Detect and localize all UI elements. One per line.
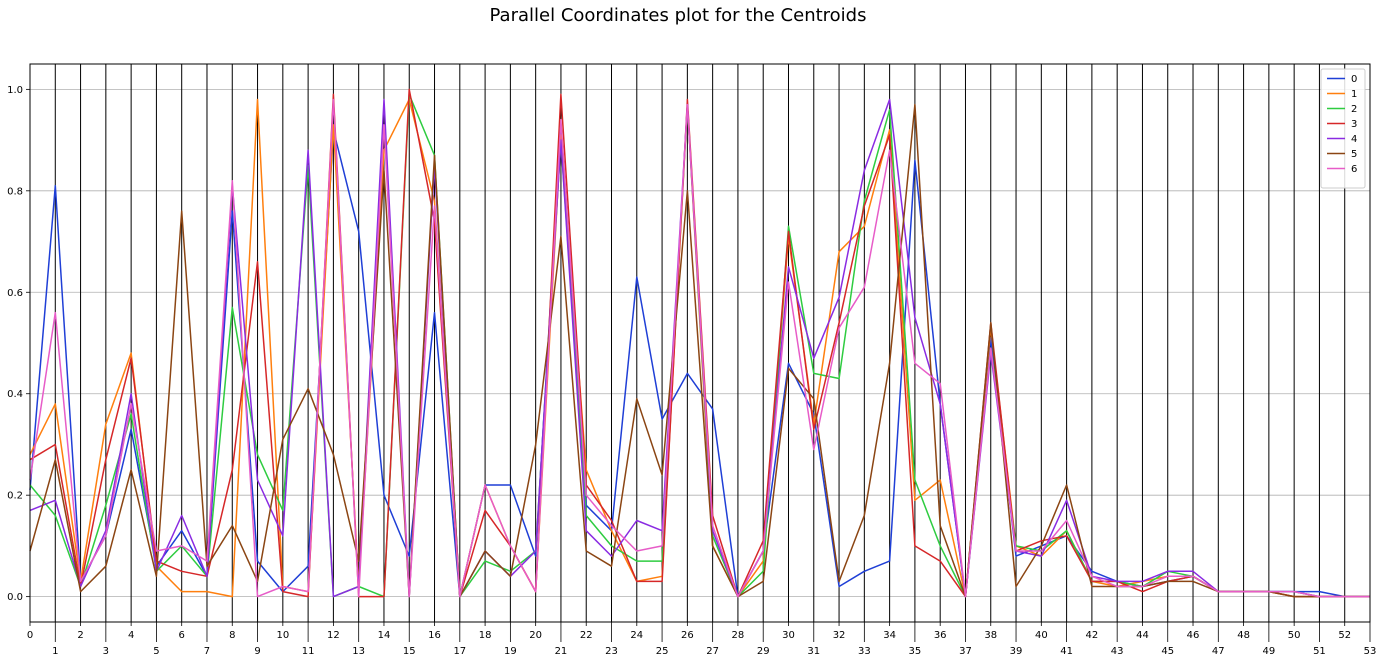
x-tick-label: 47 [1212,646,1225,657]
x-tick-label: 24 [630,630,643,641]
plot-frame [29,63,1371,623]
x-tick-label: 29 [757,646,770,657]
x-tick-label: 28 [732,630,745,641]
x-tick-label: 40 [1035,630,1048,641]
legend-label-4: 4 [1351,134,1357,145]
x-tick-label: 25 [656,646,669,657]
series-line-6 [29,98,1370,598]
x-tick-label: 52 [1338,630,1351,641]
x-tick-label: 0 [27,630,33,641]
x-tick-label: 49 [1263,646,1276,657]
x-tick-label: 18 [479,630,492,641]
legend-label-3: 3 [1351,119,1357,130]
x-tick-label: 41 [1060,646,1073,657]
x-tick-label: 22 [580,630,593,641]
x-tick-label: 36 [934,630,947,641]
x-tick-label: 5 [153,646,159,657]
x-tick-label: 4 [128,630,134,641]
x-tick-label: 33 [858,646,871,657]
x-tick-label: 9 [254,646,260,657]
x-tick-label: 45 [1161,646,1174,657]
x-tick-label: 53 [1364,646,1377,657]
x-tick-label: 50 [1288,630,1301,641]
x-tick-label: 6 [179,630,185,641]
x-tick-label: 3 [103,646,109,657]
x-tick-label: 42 [1086,630,1099,641]
y-tick-label: 0.8 [7,186,23,197]
legend-label-2: 2 [1351,104,1357,115]
x-tick-label: 30 [782,630,795,641]
legend: 0 1 2 3 4 5 6 [1320,68,1366,189]
x-tick-label: 34 [883,630,896,641]
x-tick-label: 16 [428,630,441,641]
x-tick-label: 17 [453,646,466,657]
x-tick-label: 51 [1313,646,1326,657]
x-tick-label: 31 [807,646,820,657]
tick-labels: 0.00.20.40.60.81.00123456789101112131415… [7,85,1376,657]
y-tick-label: 0.2 [7,491,23,502]
axis-lines [29,64,1371,622]
y-tick-label: 1.0 [7,85,23,96]
y-tick-label: 0.6 [7,288,23,299]
x-tick-label: 44 [1136,630,1149,641]
x-tick-label: 10 [276,630,289,641]
y-tick-label: 0.4 [7,389,23,400]
x-tick-label: 14 [378,630,391,641]
x-tick-label: 32 [833,630,846,641]
x-tick-label: 12 [327,630,340,641]
x-tick-label: 23 [605,646,618,657]
x-tick-label: 7 [204,646,210,657]
series-lines [29,88,1370,598]
y-tick-label: 0.0 [7,592,23,603]
x-tick-label: 46 [1187,630,1200,641]
x-tick-label: 19 [504,646,517,657]
x-tick-label: 1 [52,646,58,657]
x-tick-label: 11 [302,646,315,657]
x-tick-label: 48 [1237,630,1250,641]
x-tick-label: 27 [706,646,719,657]
plot-area [30,64,1370,622]
x-tick-label: 2 [77,630,83,641]
x-tick-label: 21 [555,646,568,657]
x-tick-label: 8 [229,630,235,641]
legend-label-6: 6 [1351,164,1357,175]
legend-label-0: 0 [1351,74,1357,85]
x-tick-label: 39 [1010,646,1023,657]
x-tick-label: 20 [529,630,542,641]
x-tick-label: 13 [352,646,365,657]
x-tick-label: 38 [984,630,997,641]
chart-title: Parallel Coordinates plot for the Centro… [490,5,867,26]
legend-box [1320,68,1366,189]
legend-label-1: 1 [1351,89,1357,100]
x-tick-label: 15 [403,646,416,657]
x-tick-label: 37 [959,646,972,657]
legend-label-5: 5 [1351,149,1357,160]
series-line-5 [29,103,1370,598]
x-tick-label: 26 [681,630,694,641]
x-tick-label: 43 [1111,646,1124,657]
x-tick-label: 35 [909,646,922,657]
